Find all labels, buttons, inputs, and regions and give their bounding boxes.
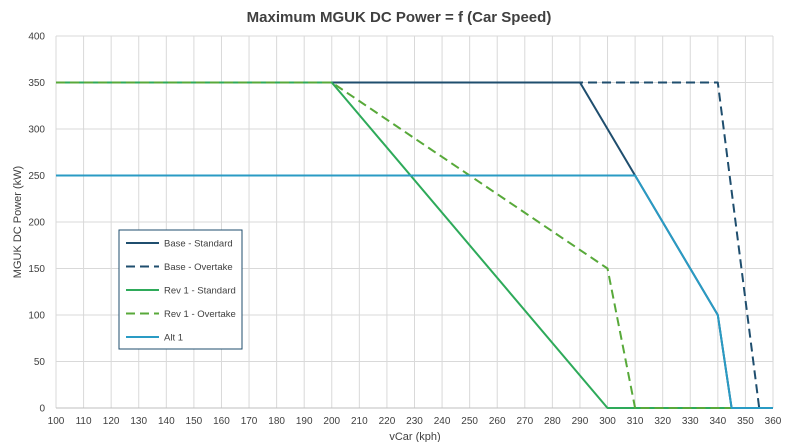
x-tick-label: 270 xyxy=(516,416,533,427)
x-tick-label: 160 xyxy=(213,416,230,427)
x-axis-label: vCar (kph) xyxy=(389,431,440,442)
grid xyxy=(55,35,774,409)
y-tick-label: 50 xyxy=(34,357,46,368)
x-tick-label: 190 xyxy=(296,416,313,427)
legend-label: Base - Overtake xyxy=(164,262,233,273)
x-tick-label: 150 xyxy=(186,416,203,427)
y-tick-label: 250 xyxy=(28,171,45,182)
series-layer xyxy=(56,81,773,409)
x-tick-label: 250 xyxy=(461,416,478,427)
x-tick-label: 170 xyxy=(241,416,258,427)
x-tick-label: 320 xyxy=(654,416,671,427)
legend-label: Alt 1 xyxy=(164,333,183,344)
x-tick-label: 220 xyxy=(379,416,396,427)
x-tick-label: 260 xyxy=(489,416,506,427)
legend-label: Base - Standard xyxy=(164,239,233,250)
x-tick-label: 140 xyxy=(158,416,175,427)
legend: Base - Standard Base - Overtake Rev 1 - St… xyxy=(118,229,243,350)
y-tick-label: 100 xyxy=(28,311,45,322)
legend-label: Rev 1 - Standard xyxy=(164,286,236,297)
x-tick-label: 110 xyxy=(76,416,92,427)
x-tick-label: 280 xyxy=(544,416,561,427)
x-tick-label: 360 xyxy=(765,416,782,427)
x-axis-ticks: 100 110 120 130 140 150 160 170 180 190 200 210 220 2… xyxy=(48,416,782,427)
x-tick-label: 310 xyxy=(627,416,644,427)
x-tick-label: 130 xyxy=(130,416,147,427)
x-tick-label: 200 xyxy=(323,416,340,427)
x-tick-label: 210 xyxy=(351,416,368,427)
legend-label: Rev 1 - Overtake xyxy=(164,309,236,320)
y-tick-label: 300 xyxy=(28,125,45,136)
y-tick-label: 350 xyxy=(28,78,45,89)
y-tick-label: 400 xyxy=(28,32,45,43)
series-line-alt-1 xyxy=(56,174,773,409)
y-axis-ticks: 0 50 100 150 200 250 300 350 400 xyxy=(28,32,45,415)
x-tick-label: 180 xyxy=(268,416,285,427)
x-tick-label: 100 xyxy=(48,416,65,427)
y-tick-label: 200 xyxy=(28,218,45,229)
x-tick-label: 340 xyxy=(710,416,727,427)
x-tick-label: 290 xyxy=(572,416,589,427)
y-axis-label: MGUK DC Power (kW) xyxy=(12,166,24,278)
x-tick-label: 120 xyxy=(103,416,120,427)
x-tick-label: 300 xyxy=(599,416,616,427)
series-line-rev-1-overtake xyxy=(56,81,773,409)
x-tick-label: 240 xyxy=(434,416,451,427)
chart-title: Maximum MGUK DC Power = f (Car Speed) xyxy=(247,9,552,26)
x-tick-label: 230 xyxy=(406,416,423,427)
y-tick-label: 0 xyxy=(39,404,45,415)
y-tick-label: 150 xyxy=(28,264,45,275)
x-tick-label: 350 xyxy=(737,416,754,427)
x-tick-label: 330 xyxy=(682,416,699,427)
